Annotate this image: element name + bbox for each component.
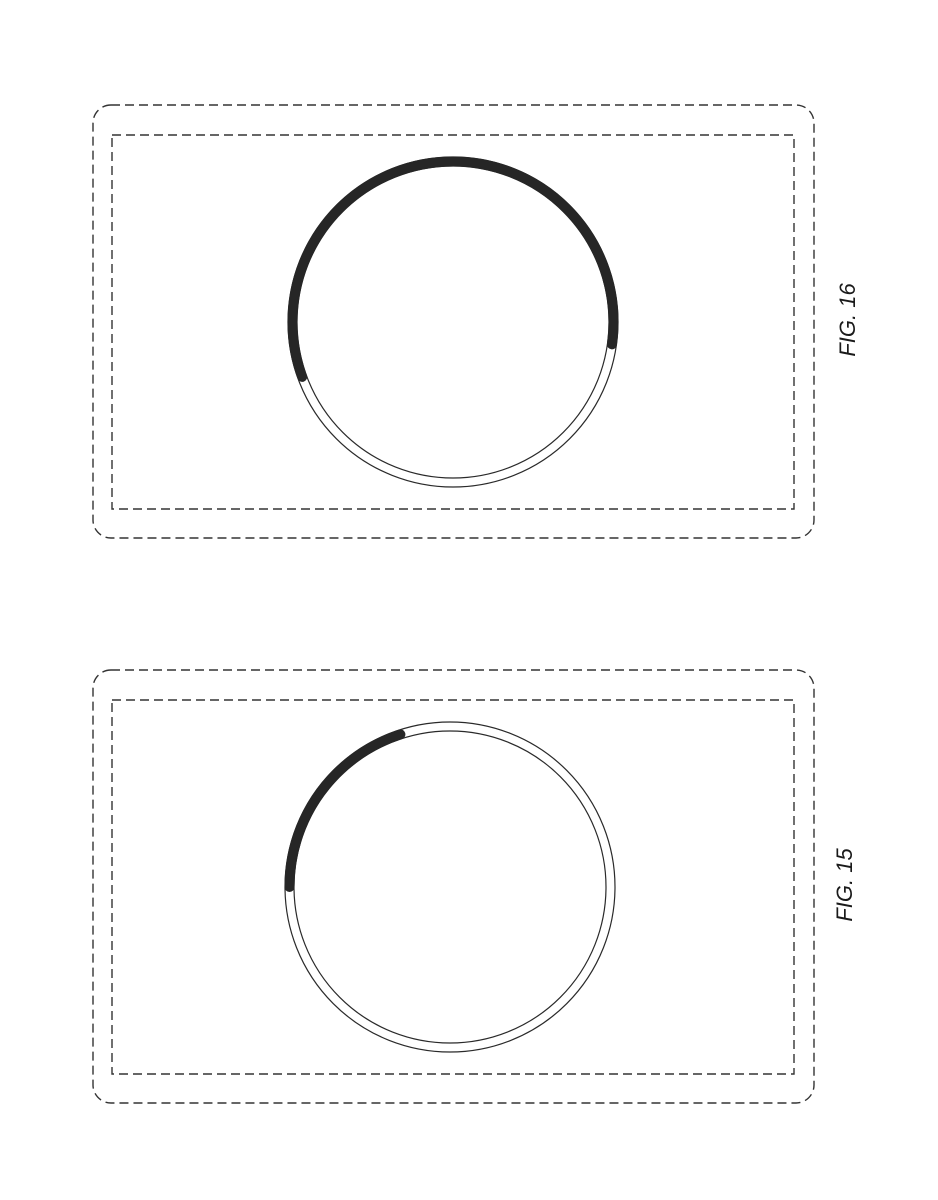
figure-16: FIG. 16 [93, 105, 860, 538]
progress-arc [293, 162, 614, 377]
device-outline [93, 670, 814, 1103]
device-outline [93, 105, 814, 538]
screen-outline [112, 700, 794, 1074]
progress-ring [285, 722, 615, 1052]
ring-inner-circle [294, 731, 606, 1043]
progress-arc [290, 734, 401, 887]
progress-ring [288, 157, 618, 487]
ring-inner-circle [297, 166, 609, 478]
figure-label: FIG. 16 [835, 283, 860, 357]
figure-label: FIG. 15 [832, 848, 857, 922]
figure-15: FIG. 15 [93, 670, 857, 1103]
screen-outline [112, 135, 794, 509]
